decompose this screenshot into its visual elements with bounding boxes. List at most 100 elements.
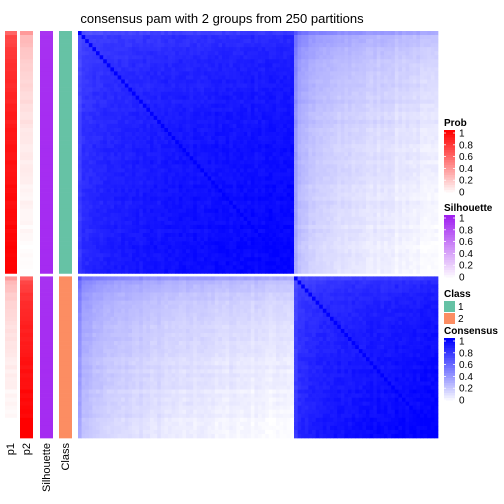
anno-p1-cell	[5, 405, 17, 411]
consensus-cell	[384, 140, 388, 145]
consensus-cell	[254, 119, 259, 125]
consensus-cell	[211, 172, 216, 177]
consensus-cell	[304, 192, 309, 197]
consensus-cell	[380, 107, 385, 113]
consensus-cell	[160, 107, 165, 113]
consensus-cell	[333, 51, 338, 56]
consensus-cell	[142, 160, 147, 165]
consensus-cell	[81, 156, 86, 161]
consensus-cell	[330, 136, 334, 141]
consensus-cell	[348, 35, 352, 40]
consensus-cell	[240, 87, 244, 92]
consensus-cell	[240, 31, 244, 36]
consensus-cell	[387, 180, 392, 185]
consensus-cell	[398, 148, 403, 153]
consensus-cell	[304, 119, 309, 125]
consensus-cell	[103, 123, 108, 129]
consensus-cell	[175, 103, 180, 109]
consensus-cell	[286, 160, 291, 165]
consensus-cell	[204, 87, 208, 92]
consensus-cell	[391, 103, 396, 109]
consensus-cell	[394, 103, 399, 109]
consensus-cell	[358, 140, 363, 145]
consensus-cell	[186, 95, 190, 101]
consensus-cell	[214, 208, 219, 214]
consensus-cell	[196, 204, 201, 210]
consensus-cell	[92, 127, 97, 133]
consensus-cell	[132, 75, 136, 80]
consensus-cell	[394, 184, 399, 189]
consensus-cell	[304, 156, 309, 161]
consensus-cell	[99, 196, 104, 202]
consensus-cell	[362, 156, 367, 161]
anno-class-cell	[59, 397, 72, 402]
consensus-cell	[78, 87, 82, 92]
consensus-cell	[268, 63, 273, 68]
consensus-cell	[214, 55, 219, 60]
anno-class-cell	[59, 401, 72, 407]
anno-p1-cell	[5, 385, 17, 390]
consensus-cell	[290, 136, 295, 141]
consensus-cell	[283, 87, 288, 92]
consensus-cell	[423, 184, 428, 189]
consensus-cell	[124, 31, 129, 36]
consensus-cell	[434, 188, 439, 193]
consensus-cell	[373, 103, 378, 109]
consensus-cell	[272, 180, 277, 185]
consensus-cell	[279, 99, 284, 105]
consensus-cell	[153, 99, 158, 105]
consensus-cell	[423, 95, 428, 101]
consensus-cell	[258, 148, 262, 153]
consensus-cell	[268, 152, 273, 157]
consensus-cell	[304, 59, 309, 64]
consensus-cell	[171, 115, 176, 121]
anno-silhouette-cell	[40, 429, 53, 435]
consensus-cell	[135, 172, 140, 177]
consensus-cell	[250, 196, 255, 202]
consensus-cell	[186, 196, 190, 202]
anno-p1-cell	[5, 152, 17, 157]
consensus-cell	[106, 196, 111, 202]
consensus-cell	[178, 95, 183, 101]
consensus-cell	[387, 136, 392, 141]
consensus-cell	[344, 63, 349, 68]
consensus-cell	[207, 67, 212, 72]
anno-silhouette-cell	[40, 111, 53, 117]
consensus-cell	[142, 196, 147, 202]
consensus-cell	[412, 71, 417, 76]
consensus-cell	[326, 127, 331, 133]
consensus-cell	[211, 55, 216, 60]
consensus-cell	[380, 176, 385, 181]
consensus-cell	[160, 132, 165, 137]
consensus-cell	[358, 55, 363, 60]
anno-silhouette-cell	[40, 136, 53, 141]
consensus-cell	[146, 51, 151, 56]
anno-silhouette-cell	[40, 184, 53, 189]
consensus-cell	[434, 67, 439, 72]
consensus-cell	[272, 196, 277, 202]
consensus-cell	[168, 152, 172, 157]
consensus-cell	[243, 192, 248, 197]
consensus-cell	[373, 192, 378, 197]
consensus-cell	[358, 83, 363, 88]
consensus-cell	[243, 156, 248, 161]
consensus-cell	[171, 87, 176, 92]
anno-silhouette-cell	[40, 269, 53, 274]
consensus-cell	[268, 208, 273, 214]
anno-p2-cell	[20, 59, 33, 64]
consensus-cell	[315, 95, 320, 101]
consensus-cell	[178, 63, 183, 68]
consensus-cell	[168, 79, 172, 84]
anno-silhouette-cell	[40, 237, 53, 242]
consensus-cell	[276, 208, 280, 214]
consensus-cell	[366, 71, 370, 76]
consensus-cell	[157, 59, 162, 64]
consensus-cell	[225, 168, 230, 173]
consensus-cell	[193, 87, 198, 92]
consensus-cell	[294, 99, 298, 105]
consensus-cell	[362, 79, 367, 84]
consensus-cell	[333, 164, 338, 169]
consensus-cell	[344, 91, 349, 96]
consensus-cell	[402, 123, 406, 129]
consensus-cell	[387, 152, 392, 157]
